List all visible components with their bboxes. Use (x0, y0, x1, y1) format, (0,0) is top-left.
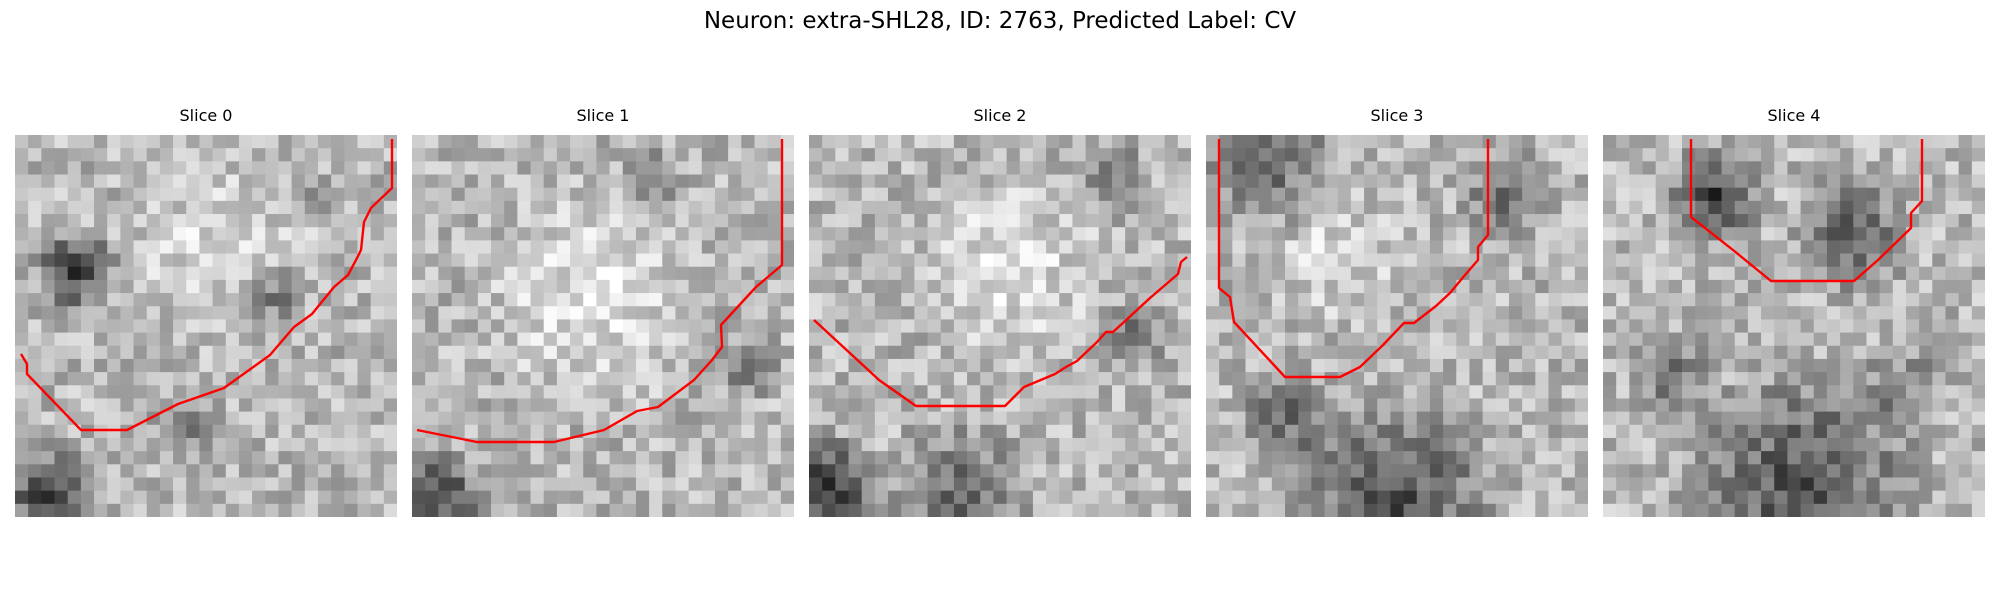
panel-title: Slice 1 (412, 105, 794, 127)
microscopy-texture (1206, 135, 1588, 517)
microscopy-texture (809, 135, 1191, 517)
panel-0-header: Slice 0 (15, 105, 397, 127)
panel-title: Slice 4 (1603, 105, 1985, 127)
microscopy-texture (1603, 135, 1985, 517)
figure-title: Neuron: extra-SHL28, ID: 2763, Predicted… (0, 8, 2000, 34)
panel-title: Slice 2 (809, 105, 1191, 127)
slice-image-1 (412, 135, 794, 517)
panel-title: Slice 0 (15, 105, 397, 127)
microscopy-texture (412, 135, 794, 517)
panel-4-header: Slice 4 (1603, 105, 1985, 127)
microscopy-texture (15, 135, 397, 517)
slice-image-0 (15, 135, 397, 517)
panel-1-header: Slice 1 (412, 105, 794, 127)
slice-image-3 (1206, 135, 1588, 517)
panel-2-header: Slice 2 (809, 105, 1191, 127)
panel-title: Slice 3 (1206, 105, 1588, 127)
slice-image-2 (809, 135, 1191, 517)
slice-image-4 (1603, 135, 1985, 517)
panel-3-header: Slice 3 (1206, 105, 1588, 127)
